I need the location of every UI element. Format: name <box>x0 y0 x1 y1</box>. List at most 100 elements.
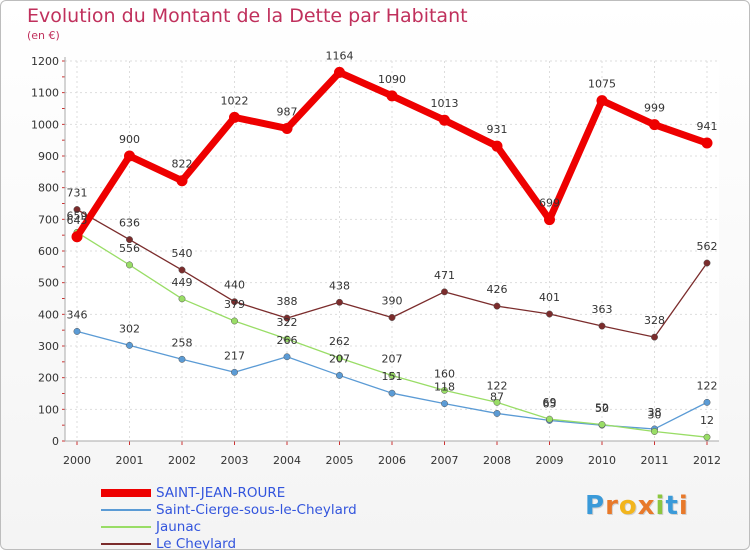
data-label: 322 <box>277 316 298 329</box>
data-label: 118 <box>434 381 455 394</box>
legend: SAINT-JEAN-ROURE Saint-Cierge-sous-le-Che… <box>101 484 357 550</box>
legend-item: Jaunac <box>101 518 357 535</box>
data-point <box>598 322 606 330</box>
data-point <box>703 398 711 406</box>
data-point <box>73 327 81 335</box>
y-tick-label: 900 <box>38 150 59 163</box>
data-point <box>596 95 608 107</box>
x-tick-label: 2004 <box>273 454 301 467</box>
data-point <box>73 206 81 213</box>
data-label: 390 <box>382 295 403 308</box>
y-tick-label: 0 <box>52 435 59 448</box>
data-label: 1164 <box>326 49 354 62</box>
legend-swatch <box>101 525 151 528</box>
chart-subtitle: (en €) <box>27 29 60 42</box>
logo-text: Proxiti <box>585 491 689 521</box>
x-tick-label: 2007 <box>431 454 459 467</box>
data-point <box>231 317 238 325</box>
grid-layer <box>65 60 719 442</box>
data-label: 1090 <box>378 73 406 86</box>
label-layer: 346 302 258 217 266 207 151 118 87 65 50 38 122 659 55… <box>67 49 718 427</box>
legend-item: Saint-Cierge-sous-le-Cheylard <box>101 501 357 518</box>
data-point <box>126 261 133 269</box>
data-label: 999 <box>644 102 665 115</box>
data-label: 900 <box>119 133 140 146</box>
data-label: 440 <box>224 279 245 292</box>
data-label: 328 <box>644 314 665 327</box>
data-point <box>126 341 133 349</box>
y-tick-label: 1000 <box>31 118 59 131</box>
legend-label: SAINT-JEAN-ROURE <box>156 484 286 501</box>
data-label: 87 <box>490 390 504 403</box>
data-label: 388 <box>277 295 298 308</box>
data-label: 438 <box>329 279 350 292</box>
data-label: 122 <box>487 379 508 392</box>
x-tick-label: 2012 <box>693 454 721 467</box>
data-point <box>544 214 555 226</box>
x-tick-label: 2006 <box>378 454 406 467</box>
data-label: 38 <box>648 406 662 419</box>
data-point <box>701 137 713 149</box>
data-point <box>649 119 660 131</box>
proxiti-logo: Proxiti <box>585 491 689 521</box>
data-label: 69 <box>543 396 557 409</box>
x-tick-label: 2000 <box>63 454 91 467</box>
data-point <box>178 266 186 274</box>
data-label: 556 <box>119 242 140 255</box>
data-point <box>231 298 238 306</box>
x-tick-label: 2011 <box>641 454 669 467</box>
data-point <box>441 386 448 394</box>
legend-label: Le Cheylard <box>156 535 237 550</box>
data-label: 659 <box>67 209 88 222</box>
x-tick-label: 2001 <box>116 454 144 467</box>
y-tick-label: 700 <box>38 213 59 226</box>
data-label: 471 <box>434 269 455 282</box>
data-label: 1013 <box>431 97 459 110</box>
x-tick-label: 2010 <box>588 454 616 467</box>
chart-title: Evolution du Montant de la Dette par Hab… <box>27 5 468 27</box>
data-point <box>388 372 396 379</box>
data-label: 302 <box>119 322 140 335</box>
data-point <box>336 354 343 362</box>
y-tick-label: 600 <box>38 245 59 258</box>
y-tick-label: 400 <box>38 308 59 321</box>
x-tick-label: 2003 <box>221 454 249 467</box>
data-point <box>281 122 293 134</box>
y-tick-label: 500 <box>38 277 59 290</box>
data-label: 645 <box>67 214 88 227</box>
data-label: 160 <box>434 367 455 380</box>
data-point <box>441 288 448 296</box>
data-label: 346 <box>67 308 88 321</box>
data-point <box>651 333 658 341</box>
x-tick-label: 2005 <box>326 454 354 467</box>
data-label: 1075 <box>588 78 616 91</box>
data-label: 207 <box>329 352 350 365</box>
y-tick-label: 800 <box>38 182 59 195</box>
data-point <box>493 410 501 417</box>
data-label: 217 <box>224 349 245 362</box>
data-point <box>283 353 291 361</box>
data-label: 30 <box>648 409 662 422</box>
data-label: 699 <box>539 197 560 210</box>
axis-layer: 0 100 200 300 400 500 600 700 800 900 1000 1100 1200… <box>31 55 721 467</box>
data-label: 931 <box>487 123 508 136</box>
data-point <box>283 314 291 322</box>
data-label: 401 <box>539 291 560 304</box>
data-point <box>178 355 186 363</box>
data-point <box>388 389 396 397</box>
x-tick-label: 2008 <box>483 454 511 467</box>
data-label: 262 <box>329 335 350 348</box>
data-label: 122 <box>697 379 718 392</box>
data-point <box>439 114 450 126</box>
legend-item: SAINT-JEAN-ROURE <box>101 484 357 501</box>
data-label: 426 <box>487 283 508 296</box>
data-point <box>71 231 83 243</box>
data-label: 987 <box>277 105 298 118</box>
data-label: 1022 <box>221 94 249 107</box>
data-label: 562 <box>697 240 718 253</box>
data-label: 12 <box>700 414 714 427</box>
x-tick-label: 2002 <box>168 454 196 467</box>
data-point <box>229 111 240 123</box>
